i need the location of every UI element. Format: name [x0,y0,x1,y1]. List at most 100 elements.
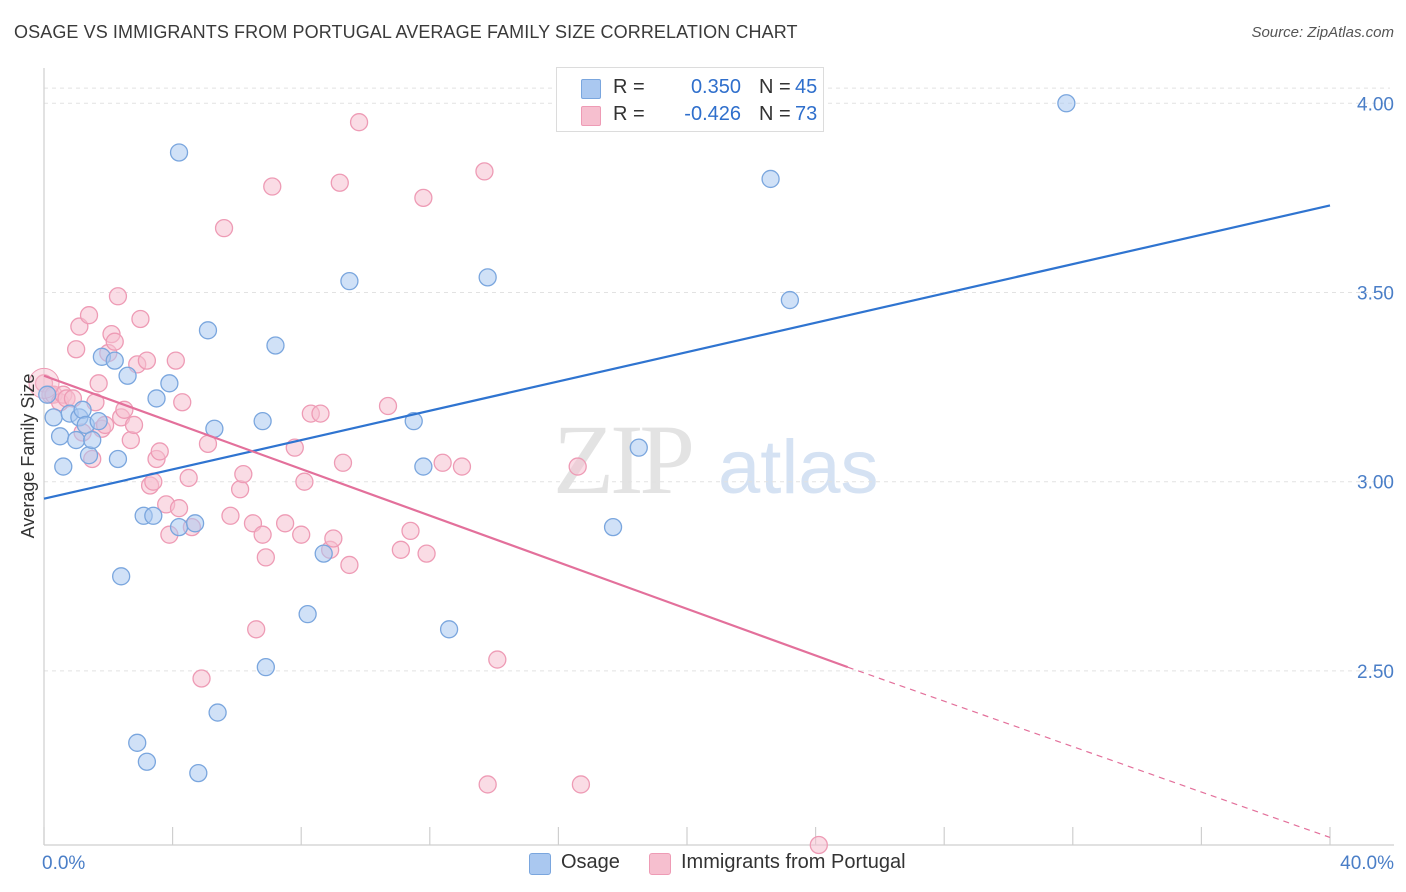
osage-point [160,374,179,393]
portugal-point [256,548,275,567]
osage-point [1057,94,1076,113]
osage-point [404,412,423,431]
osage-point [439,620,459,639]
osage-point [144,506,163,525]
portugal-point [330,173,349,192]
portugal-point [349,113,369,132]
y-axis-tick-labels: 2.50 3.00 3.50 4.00 [1357,94,1394,683]
portugal-point [173,393,192,412]
osage-point [185,514,205,533]
trend-line-osage [43,204,1331,500]
y-axis-label: Average Family Size [18,374,38,539]
legend-n-label: N = [759,76,791,98]
y-tick-label: 3.50 [1357,283,1394,304]
y-tick-label: 3.00 [1357,473,1394,494]
portugal-point [234,464,253,484]
correlation-legend: R = 0.350 N = 45 R = -0.426 N = 73 [556,67,824,132]
portugal-point [179,468,198,488]
portugal-point [221,506,240,525]
portugal-point [333,453,353,472]
portugal-point [391,540,411,559]
y-tick-label: 4.00 [1357,94,1394,115]
portugal-point [452,457,472,476]
portugal-point [150,442,169,461]
portugal-point [67,340,86,359]
osage-point [108,449,128,469]
portugal-point [124,415,144,435]
osage-point [79,446,99,465]
x-tick-label-min: 0.0% [42,853,85,874]
portugal-point [292,525,311,544]
osage-point [629,438,648,457]
y-tick-label: 2.50 [1357,662,1394,683]
osage-point [414,457,433,476]
portugal-point [131,309,150,329]
legend-n-value: 45 [795,76,818,98]
osage-point [38,385,57,404]
osage-point [112,567,131,586]
osage-point [67,430,86,450]
trend-lines [43,204,1331,838]
chart-title: OSAGE VS IMMIGRANTS FROM PORTUGAL AVERAG… [14,22,798,42]
osage-point [169,517,189,537]
osage-point [147,389,166,408]
portugal-point [89,374,108,393]
osage-point [780,290,800,310]
portugal-point [169,499,189,518]
osage-point [340,271,359,291]
osage-point [761,169,780,189]
osage-point [137,752,157,771]
legend-swatch-osage [581,79,601,99]
osage-point [198,321,218,340]
gridlines [44,87,1390,672]
osage-point [314,544,333,563]
osage-point [105,351,124,370]
trend-line-portugal [43,374,849,669]
portugal-point [105,332,124,351]
legend-swatch-portugal [581,106,601,126]
bottom-legend-swatch-osage [529,853,551,875]
portugal-point [378,396,398,416]
osage-point [50,427,70,446]
portugal-point [137,351,157,370]
osage-point [208,703,227,722]
portugal-point [108,287,128,306]
osage-point [266,336,285,355]
series-osage-points [38,94,1076,783]
portugal-point [79,306,99,325]
osage-point [118,366,137,385]
portugal-point [214,219,234,238]
axes [43,68,1394,846]
osage-point [128,733,147,752]
legend-n-label: N = [759,103,791,125]
osage-point [73,400,92,419]
portugal-point [230,480,250,499]
legend-r-label: R = [613,76,645,98]
portugal-point [401,521,420,541]
portugal-point [311,404,330,423]
portugal-point [263,177,282,196]
osage-point [256,657,275,677]
legend-n-value: 73 [795,103,818,125]
portugal-point [166,351,185,370]
osage-point [169,143,189,162]
portugal-point [433,453,452,472]
watermark-atlas: atlas [718,425,879,510]
portugal-point [417,544,436,563]
portugal-point [478,775,497,794]
osage-point [298,605,317,624]
osage-point [89,412,108,431]
osage-point [253,412,272,431]
portugal-point [475,162,494,181]
portugal-point [324,529,343,548]
portugal-point [275,514,295,533]
osage-point [603,517,623,537]
series-portugal-points [28,113,828,855]
bottom-legend-label-osage: Osage [561,851,620,873]
portugal-point [247,620,266,639]
legend-r-value: 0.350 [690,76,741,98]
trend-line-portugal-extrapolated [847,666,1331,838]
portugal-point [488,650,507,669]
portugal-point [192,669,211,688]
